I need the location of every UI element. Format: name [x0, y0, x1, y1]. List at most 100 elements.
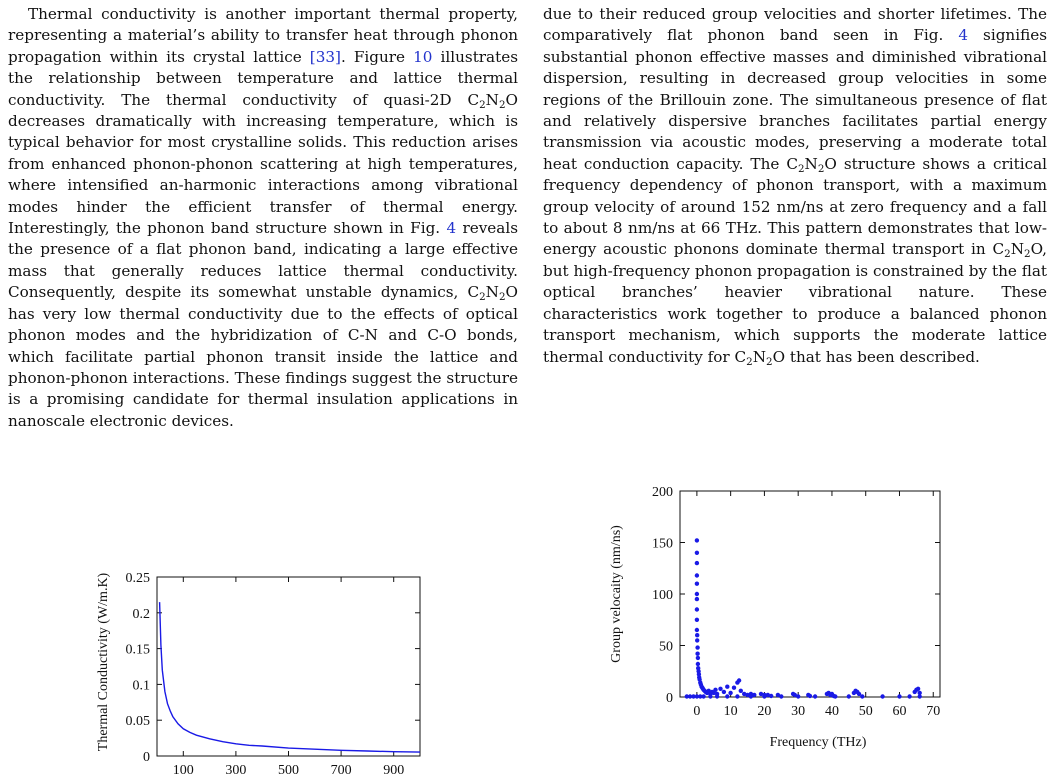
plot-area: 0 50 100 150 200 0 10 20 30 40 50 60 70: [652, 485, 941, 719]
text-run: illustrates the relationship between tem…: [8, 47, 518, 109]
x-tick-label: 50: [859, 704, 873, 719]
data-point: [711, 690, 716, 696]
data-point: [703, 689, 708, 695]
text-run: . Figure: [340, 47, 414, 66]
subscript: 2: [479, 98, 486, 111]
paragraph: due to their reduced group velocities an…: [543, 4, 1047, 368]
x-tick-label: 500: [278, 763, 299, 774]
data-point: [701, 694, 706, 699]
reference-link[interactable]: [33]: [309, 47, 341, 66]
data-point: [700, 685, 705, 690]
text-run: Thermal conductivity is another importan…: [8, 5, 518, 66]
data-point: [695, 655, 701, 661]
x-axis-label: Frequency (THz): [770, 735, 867, 750]
y-tick-label: 200: [652, 485, 673, 500]
data-point: [702, 688, 707, 693]
text-run: N: [1010, 240, 1025, 259]
plot-frame: [679, 490, 941, 698]
data-point: [725, 684, 730, 689]
data-point: [833, 694, 838, 699]
data-point: [758, 691, 764, 697]
reference-link[interactable]: 4: [446, 219, 457, 238]
text-run: O has very low thermal conductivity due …: [8, 283, 518, 430]
subscript: 2: [1004, 248, 1011, 261]
data-point: [735, 680, 740, 685]
data-point: [694, 591, 700, 597]
data-point: [728, 690, 733, 696]
data-point: [694, 617, 700, 622]
y-tick-label: 0.05: [126, 714, 151, 729]
data-point: [762, 692, 767, 698]
x-tick-label: 0: [693, 704, 700, 719]
data-point: [812, 694, 818, 699]
reference-link[interactable]: 10: [413, 47, 433, 66]
data-point: [907, 694, 912, 699]
x-tick-label: 100: [173, 763, 194, 774]
y-tick-label: 0.1: [133, 678, 151, 693]
data-point: [917, 694, 922, 699]
y-tick-label: 150: [652, 537, 673, 552]
subscript: 2: [765, 355, 773, 368]
data-point: [769, 693, 774, 699]
data-point: [696, 666, 701, 671]
text-run: N: [485, 283, 499, 302]
y-tick-label: 0.25: [126, 571, 151, 586]
y-tick-label: 0.2: [133, 607, 151, 622]
x-tick-label: 300: [225, 763, 246, 774]
data-point: [762, 694, 767, 699]
data-point: [828, 692, 833, 698]
data-point: [696, 672, 702, 677]
data-point: [745, 692, 750, 698]
data-point: [790, 691, 796, 697]
data-point: [738, 688, 743, 693]
data-point: [695, 633, 700, 638]
y-axis-label: Thermal Conductivity (W/m.K): [96, 572, 111, 751]
data-point: [742, 691, 747, 697]
data-point: [735, 694, 740, 699]
plot-area: 0 0.05 0.1 0.15 0.2 0.25 100 300 500 700 900: [126, 571, 421, 774]
data-point: [725, 694, 730, 699]
x-tick-label: 700: [331, 763, 352, 774]
data-point: [897, 694, 902, 699]
data-point: [708, 694, 713, 699]
data-point: [853, 688, 858, 693]
data-point: [831, 693, 836, 699]
data-point: [851, 690, 857, 696]
subscript: 2: [817, 162, 825, 175]
y-tick-label: 50: [659, 640, 673, 655]
text-run: O structure shows a critical frequency d…: [543, 154, 1047, 259]
x-tick-label: 900: [383, 763, 404, 774]
y-tick-label: 0.15: [126, 643, 151, 658]
text-run: N: [804, 154, 818, 173]
data-point: [915, 686, 921, 691]
data-point: [700, 686, 706, 691]
data-point: [748, 691, 754, 697]
data-point: [695, 651, 700, 656]
data-point: [699, 684, 704, 689]
data-point: [713, 687, 718, 692]
data-point: [708, 691, 713, 697]
data-point: [718, 686, 723, 691]
data-point: [698, 682, 704, 687]
data-point: [698, 694, 703, 699]
data-point: [695, 661, 701, 667]
data-point: [714, 691, 720, 697]
y-tick-label: 0: [666, 691, 673, 706]
data-point: [709, 689, 715, 695]
data-point: [701, 687, 706, 692]
data-point: [714, 694, 720, 699]
subscript: 2: [1024, 248, 1031, 261]
x-tick-label: 40: [825, 704, 839, 719]
data-point: [748, 694, 754, 699]
data-point: [694, 550, 700, 555]
subscript: 2: [498, 291, 506, 304]
reference-link[interactable]: 4: [958, 26, 969, 45]
data-point: [687, 694, 693, 699]
data-point: [704, 690, 710, 696]
data-point: [698, 680, 703, 685]
data-point: [706, 688, 711, 693]
text-run: N: [485, 90, 499, 109]
series-line: [158, 602, 421, 753]
x-tick-label: 10: [724, 704, 738, 719]
subscript: 2: [797, 162, 805, 175]
